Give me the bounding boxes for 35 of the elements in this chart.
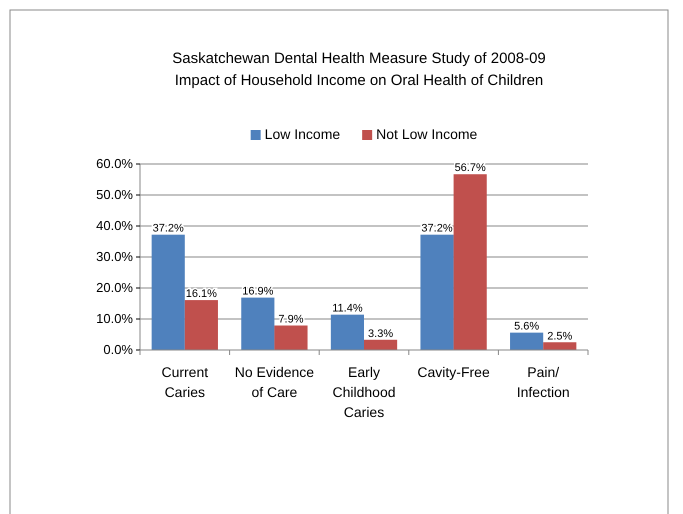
y-tick-label: 30.0% (96, 249, 134, 264)
data-label: 11.4% (332, 302, 363, 315)
data-label: 37.2% (152, 222, 184, 235)
data-label: 5.6% (514, 320, 540, 333)
bar (274, 326, 308, 350)
data-label: 7.9% (278, 314, 304, 326)
bar (364, 340, 398, 350)
y-tick-label: 60.0% (96, 156, 134, 172)
data-label: 37.2% (421, 222, 453, 235)
bar (454, 174, 487, 350)
chart-title: Saskatchewan Dental Health Measure Study of 2008-09 Impact of Household Income on Oral Health of Children (172, 50, 546, 89)
x-tick-label: Pain/ Infection (516, 364, 570, 400)
y-tick-label: 20.0% (96, 280, 134, 296)
y-tick-label: 50.0% (96, 187, 134, 202)
bar (510, 332, 544, 350)
data-label: 56.7% (454, 162, 486, 174)
y-tick-label: 40.0% (96, 218, 134, 234)
legend-label: Low Income (264, 126, 340, 142)
data-label: 16.1% (186, 288, 218, 300)
legend-label: Not Low Income (376, 126, 478, 142)
y-tick-label: 0.0% (103, 342, 134, 358)
y-tick-label: 10.0% (96, 311, 134, 326)
data-label: 16.9% (242, 286, 274, 298)
x-tick-label: No Evidence of Care (234, 364, 314, 400)
x-tick-label: Cavity-Free (417, 364, 490, 380)
x-tick-label: Early Childhood Caries (332, 364, 396, 420)
bar (152, 234, 185, 350)
data-label: 3.3% (368, 328, 394, 340)
bar (543, 342, 576, 350)
bar (420, 234, 454, 350)
bar (330, 314, 364, 350)
bar (241, 298, 274, 350)
x-tick-label: Current Caries (161, 364, 208, 400)
bar (184, 300, 218, 350)
data-label: 2.5% (547, 330, 573, 342)
